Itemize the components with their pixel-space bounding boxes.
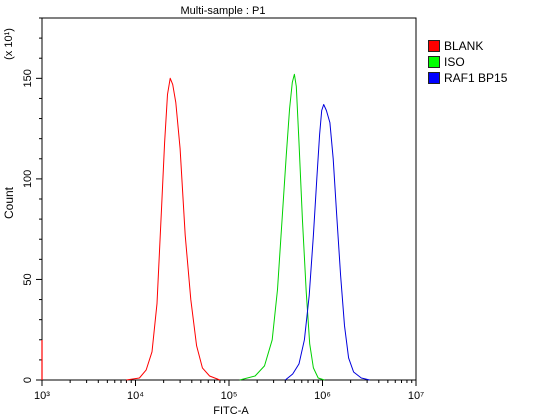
legend-item-iso: ISO: [428, 54, 507, 70]
legend-swatch-raf1-bp15: [428, 72, 440, 84]
legend-item-raf1-bp15: RAF1 BP15: [428, 70, 507, 86]
x-tick-label: 10³: [34, 390, 50, 402]
y-axis-tick-labels: 0 50 100 150: [22, 69, 34, 383]
legend-item-blank: BLANK: [428, 38, 507, 54]
y-axis-label: Count: [2, 186, 16, 219]
legend-label-blank: BLANK: [444, 39, 484, 53]
y-tick-label: 50: [22, 273, 34, 285]
legend: BLANK ISO RAF1 BP15: [428, 38, 507, 86]
chart-title: Multi-sample : P1: [181, 5, 266, 17]
plot-frame: [41, 17, 417, 381]
x-tick-label: 10⁵: [221, 390, 238, 402]
series-lines: [126, 73, 370, 381]
x-axis-tick-labels: 10³ 10⁴ 10⁵ 10⁶ 10⁷: [34, 390, 424, 402]
y-tick-label: 0: [22, 377, 34, 383]
y-axis-ticks: [36, 17, 42, 381]
series-line-raf1-bp15: [284, 104, 370, 381]
y-tick-label: 150: [22, 69, 34, 87]
y-tick-label: 100: [22, 170, 34, 188]
y-multiplier: (x 10¹): [3, 28, 15, 60]
legend-swatch-blank: [428, 40, 440, 52]
x-axis-ticks: [41, 380, 417, 386]
legend-swatch-iso: [428, 56, 440, 68]
x-tick-label: 10⁶: [314, 390, 331, 402]
series-line-blank: [126, 77, 221, 381]
series-line-iso: [239, 73, 325, 381]
legend-label-iso: ISO: [444, 55, 465, 69]
x-axis-label: FITC-A: [213, 405, 249, 417]
x-tick-label: 10⁷: [408, 390, 424, 402]
legend-label-raf1-bp15: RAF1 BP15: [444, 71, 508, 85]
x-tick-label: 10⁴: [127, 390, 144, 402]
